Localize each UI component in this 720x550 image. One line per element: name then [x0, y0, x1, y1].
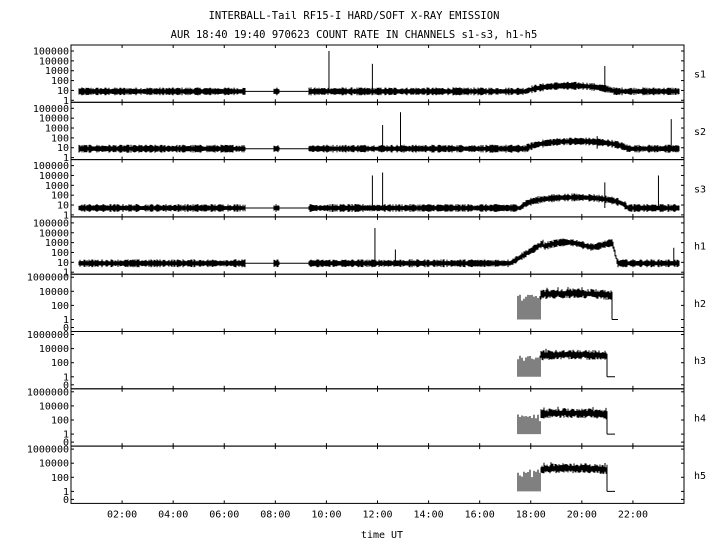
- panel-label: s1: [694, 70, 706, 81]
- panel-label: s3: [694, 184, 706, 195]
- x-axis-label: time UT: [361, 530, 403, 541]
- trace-h3: [517, 348, 615, 378]
- y-tick-label: 10: [57, 143, 69, 154]
- y-tick-label: 10000: [39, 287, 69, 298]
- y-tick-label: 10000: [39, 56, 69, 67]
- panel-frame: [70, 273, 685, 333]
- panel-h3: 1000000 10000 100 10 h3: [27, 330, 706, 391]
- panel-label: h5: [694, 471, 706, 482]
- panel-frame: [70, 331, 685, 390]
- y-tick-label: 100: [51, 76, 69, 87]
- chart-subtitle: AUR 18:40 19:40 970623 COUNT RATE IN CHA…: [171, 29, 538, 41]
- y-tick-label: 1000: [45, 66, 69, 77]
- trace-s3: [78, 193, 680, 212]
- y-tick-label: 10000: [39, 401, 69, 412]
- panel-label: h2: [694, 299, 706, 310]
- panel-h5: 1000000 10000 100 10 h5: [27, 445, 706, 506]
- x-tick-label: 22:00: [618, 509, 648, 520]
- y-tick-label: 10: [57, 86, 69, 97]
- panel-frame: [70, 445, 685, 504]
- trace-h1: [78, 238, 680, 268]
- panel-label: h1: [694, 242, 706, 253]
- data-point-marker: [274, 89, 279, 94]
- y-tick-label: 1: [63, 210, 69, 221]
- y-tick-label: 100000: [33, 47, 69, 58]
- y-tick-label: 1: [63, 487, 69, 498]
- trace-h2: [517, 287, 618, 320]
- x-tick-label: 10:00: [311, 509, 341, 520]
- y-tick-label: 1000: [45, 181, 69, 192]
- panel-frame: [70, 388, 685, 447]
- x-tick-label: 14:00: [414, 509, 444, 520]
- y-tick-label: 10000: [39, 344, 69, 355]
- y-tick-label: 100000: [33, 104, 69, 115]
- panel-label: h4: [694, 413, 706, 424]
- y-tick-label: 100000: [33, 218, 69, 229]
- y-tick-label: 100: [51, 473, 69, 484]
- panel-label: h3: [694, 356, 706, 367]
- y-tick-label: 1: [63, 372, 69, 383]
- y-tick-label: 100: [51, 248, 69, 259]
- y-tick-label: 1: [63, 96, 69, 107]
- x-tick-label: 16:00: [465, 509, 495, 520]
- y-tick-label: 100: [51, 416, 69, 427]
- trace-h5: [517, 462, 615, 492]
- x-tick-label: 18:00: [516, 509, 546, 520]
- y-tick-label: 10000: [39, 114, 69, 125]
- y-tick-label: 0: [63, 438, 69, 449]
- trace-s1: [78, 81, 680, 96]
- y-tick-label: 100: [51, 133, 69, 144]
- y-tick-label: 0: [63, 380, 69, 391]
- trace-s2: [78, 137, 680, 153]
- y-tick-label: 1: [63, 430, 69, 441]
- data-point-marker: [274, 261, 279, 266]
- y-tick-label: 0: [63, 495, 69, 506]
- y-tick-label: 1000000: [27, 273, 69, 284]
- y-tick-label: 1000000: [27, 445, 69, 456]
- x-axis: 02:00 04:00 06:00 08:00 10:00 12:00 14:00 16:00…: [107, 509, 648, 520]
- y-tick-label: 10000: [39, 459, 69, 470]
- x-tick-label: 06:00: [209, 509, 239, 520]
- y-tick-label: 100: [51, 358, 69, 369]
- y-tick-label: 100000: [33, 161, 69, 172]
- x-tick-label: 08:00: [260, 509, 290, 520]
- panel-h2: 1000000 10000 100 10 h2: [27, 273, 706, 334]
- y-tick-label: 1: [63, 153, 69, 164]
- y-tick-label: 0: [63, 323, 69, 334]
- x-tick-label: 12:00: [362, 509, 392, 520]
- data-point-marker: [274, 205, 279, 211]
- y-tick-label: 1: [63, 268, 69, 279]
- y-tick-label: 10000: [39, 228, 69, 239]
- y-tick-label: 1000: [45, 124, 69, 135]
- y-tick-label: 10000: [39, 171, 69, 182]
- panel-stack: 100000100001000100101s110000010000100010…: [27, 44, 706, 506]
- y-tick-label: 10: [57, 201, 69, 212]
- y-tick-label: 100: [51, 191, 69, 202]
- x-tick-label: 20:00: [567, 509, 597, 520]
- y-tick-label: 1000: [45, 238, 69, 249]
- y-tick-label: 1: [63, 315, 69, 326]
- panel-label: s2: [694, 127, 706, 138]
- y-tick-label: 1000000: [27, 387, 69, 398]
- y-tick-label: 100: [51, 301, 69, 312]
- chart-title: INTERBALL-Tail RF15-I HARD/SOFT X-RAY EM…: [209, 10, 500, 22]
- data-point-marker: [274, 146, 279, 151]
- x-tick-label: 04:00: [158, 509, 188, 520]
- trace-h4: [517, 406, 615, 435]
- y-tick-label: 1000000: [27, 330, 69, 341]
- panel-h4: 1000000 10000 100 10 h4: [27, 387, 706, 448]
- x-tick-label: 02:00: [107, 509, 137, 520]
- y-tick-label: 10: [57, 258, 69, 269]
